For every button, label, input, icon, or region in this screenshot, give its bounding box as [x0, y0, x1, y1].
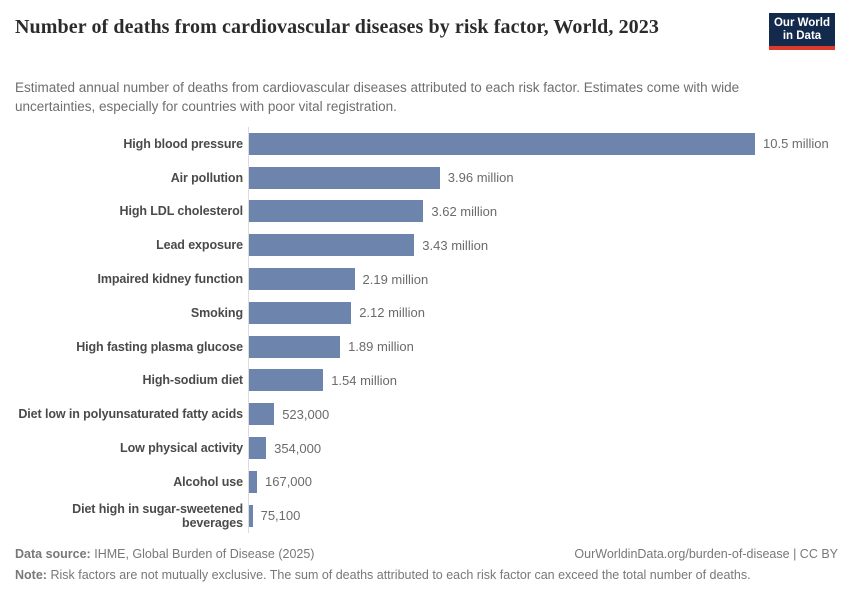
bar-row: Alcohol use 167,000 — [15, 464, 838, 499]
value-label: 354,000 — [274, 440, 322, 456]
chart-footer: Data source: IHME, Global Burden of Dise… — [15, 546, 838, 583]
bar — [249, 437, 267, 460]
category-label: Diet high in sugar-sweetened beverages — [72, 501, 243, 530]
bar — [249, 234, 415, 257]
bar — [249, 166, 440, 189]
category-label: Air pollution — [170, 170, 243, 185]
chart-subtitle: Estimated annual number of deaths from c… — [15, 80, 740, 114]
bar-row: Low physical activity 354,000 — [15, 431, 838, 465]
bar — [249, 301, 352, 324]
bar-row: High blood pressure 10.5 million — [15, 127, 838, 161]
data-source-text: Data source: IHME, Global Burden of Dise… — [15, 546, 314, 562]
value-label: 523,000 — [282, 406, 330, 422]
value-label: 10.5 million — [763, 136, 829, 152]
data-source-value: IHME, Global Burden of Disease (2025) — [94, 547, 315, 561]
owid-url-link[interactable]: OurWorldinData.org/burden-of-disease — [574, 547, 790, 561]
category-label: High-sodium diet — [142, 373, 244, 388]
bar — [249, 268, 355, 291]
bar — [249, 335, 341, 358]
bar-track: 2.19 million — [248, 262, 838, 296]
bar — [249, 470, 257, 493]
bar-track: 3.96 million — [248, 160, 838, 195]
bar — [249, 200, 424, 223]
bar-row: High LDL cholesterol 3.62 million — [15, 194, 838, 229]
bar — [249, 504, 253, 527]
bar-row: Diet low in polyunsaturated fatty acids 5… — [15, 397, 838, 432]
bar-row: Impaired kidney function 2.19 million — [15, 262, 838, 296]
note-text: Note: Risk factors are not mutually excl… — [15, 567, 838, 583]
logo-text-line1: Our World — [773, 16, 830, 29]
category-label: Lead exposure — [156, 238, 243, 253]
bar-track: 1.89 million — [248, 329, 838, 364]
bar-track: 2.12 million — [248, 295, 838, 330]
bar — [249, 403, 275, 426]
bar-track: 3.62 million — [248, 194, 838, 229]
value-label: 167,000 — [265, 474, 312, 490]
category-label: Diet low in polyunsaturated fatty acids — [18, 407, 243, 422]
note-value: Risk factors are not mutually exclusive.… — [50, 568, 751, 582]
category-label: Alcohol use — [173, 474, 243, 489]
bar-track: 1.54 million — [248, 363, 838, 398]
value-label: 1.54 million — [331, 372, 397, 388]
attribution-separator: | — [793, 547, 797, 561]
bar-row: Lead exposure 3.43 million — [15, 228, 838, 263]
page-title: Number of deaths from cardiovascular dis… — [15, 16, 659, 38]
category-label: Low physical activity — [120, 441, 243, 456]
bar-row: High-sodium diet 1.54 million — [15, 363, 838, 398]
bar — [249, 369, 324, 392]
category-label: High fasting plasma glucose — [76, 339, 243, 354]
license-text: CC BY — [799, 547, 838, 561]
bar-track: 75,100 — [248, 498, 838, 533]
value-label: 3.62 million — [431, 203, 498, 219]
bar-track: 523,000 — [248, 397, 838, 432]
value-label: 3.43 million — [422, 237, 489, 253]
value-label: 3.96 million — [447, 170, 514, 186]
bar-chart: High blood pressure 10.5 million Air pollu… — [15, 127, 838, 533]
bar — [249, 132, 755, 155]
bar-track: 167,000 — [248, 464, 838, 499]
category-label: Impaired kidney function — [97, 272, 243, 287]
category-label: High blood pressure — [123, 136, 243, 151]
logo-text-line2: in Data — [782, 30, 822, 42]
bar-track: 354,000 — [248, 431, 838, 465]
bar-row: Smoking 2.12 million — [15, 295, 838, 330]
attribution-text: OurWorldinData.org/burden-of-disease | C… — [574, 546, 838, 562]
value-label: 1.89 million — [348, 339, 414, 355]
bar-track: 3.43 million — [248, 228, 838, 263]
value-label: 2.12 million — [359, 305, 425, 321]
bar-row: Air pollution 3.96 million — [15, 160, 838, 195]
value-label: 75,100 — [260, 508, 301, 524]
note-label: Note: — [15, 568, 47, 582]
value-label: 2.19 million — [362, 271, 429, 287]
bar-row: High fasting plasma glucose 1.89 million — [15, 329, 838, 364]
owid-logo[interactable]: Our World in Data — [769, 13, 835, 50]
category-label: Smoking — [190, 305, 243, 320]
category-label: High LDL cholesterol — [119, 204, 244, 219]
data-source-label: Data source: — [15, 547, 91, 561]
bar-row: Diet high in sugar-sweetened beverages 75… — [15, 498, 838, 533]
bar-track: 10.5 million — [248, 127, 838, 161]
